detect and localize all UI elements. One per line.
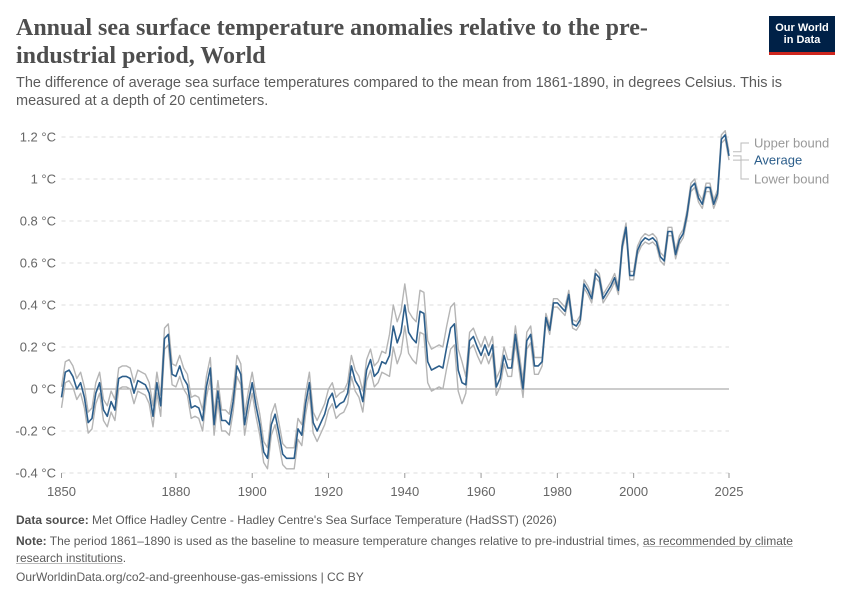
chart-title: Annual sea surface temperature anomalies… (16, 15, 648, 69)
footer-url[interactable]: OurWorldinData.org/co2-and-greenhouse-ga… (16, 570, 364, 584)
y-tick-label: -0.4 °C (15, 466, 56, 481)
logo-text: Our World in Data (775, 22, 829, 46)
data-source: Data source: Met Office Hadley Centre - … (16, 512, 816, 529)
x-tick-label: 1960 (467, 484, 496, 499)
y-tick-label: 0.2 °C (20, 340, 56, 355)
label-connector (733, 159, 749, 180)
y-tick-label: -0.2 °C (15, 424, 56, 439)
source-label: Data source: (16, 513, 89, 527)
y-tick-label: 0.8 °C (20, 214, 56, 229)
x-tick-label: 1880 (161, 484, 190, 499)
series-line-lower-bound (60, 138, 730, 470)
label-connector (733, 155, 749, 161)
y-tick-label: 0.4 °C (20, 298, 56, 313)
x-tick-label: 1850 (47, 484, 76, 499)
label-connector (733, 142, 749, 153)
legend-label: Upper bound (754, 136, 829, 151)
x-tick-label: 1920 (314, 484, 343, 499)
x-tick-label: 2025 (715, 484, 744, 499)
note-label: Note: (16, 534, 47, 548)
series-line-upper-bound (60, 129, 730, 449)
note-end: . (122, 551, 127, 565)
source-text: Met Office Hadley Centre - Hadley Centre… (92, 513, 557, 527)
note-text: The period 1861–1890 is used as the base… (49, 534, 640, 548)
x-tick-label: 1940 (390, 484, 419, 499)
y-tick-label: 1 °C (31, 172, 56, 187)
x-tick-label: 1900 (238, 484, 267, 499)
legend-label: Average (754, 153, 802, 168)
note: Note: The period 1861–1890 is used as th… (16, 533, 816, 567)
y-tick-label: 1.2 °C (20, 130, 56, 145)
x-tick-label: 1980 (543, 484, 572, 499)
legend-label: Lower bound (754, 172, 829, 187)
chart-subtitle: The difference of average sea surface te… (16, 75, 782, 109)
x-tick-label: 2000 (619, 484, 648, 499)
y-tick-label: 0 °C (31, 382, 56, 397)
note-link[interactable]: as recommended by climate research insti… (16, 534, 793, 565)
y-tick-label: 0.6 °C (20, 256, 56, 271)
series-line-average (60, 134, 730, 460)
owid-logo[interactable]: Our World in Data (769, 16, 835, 55)
